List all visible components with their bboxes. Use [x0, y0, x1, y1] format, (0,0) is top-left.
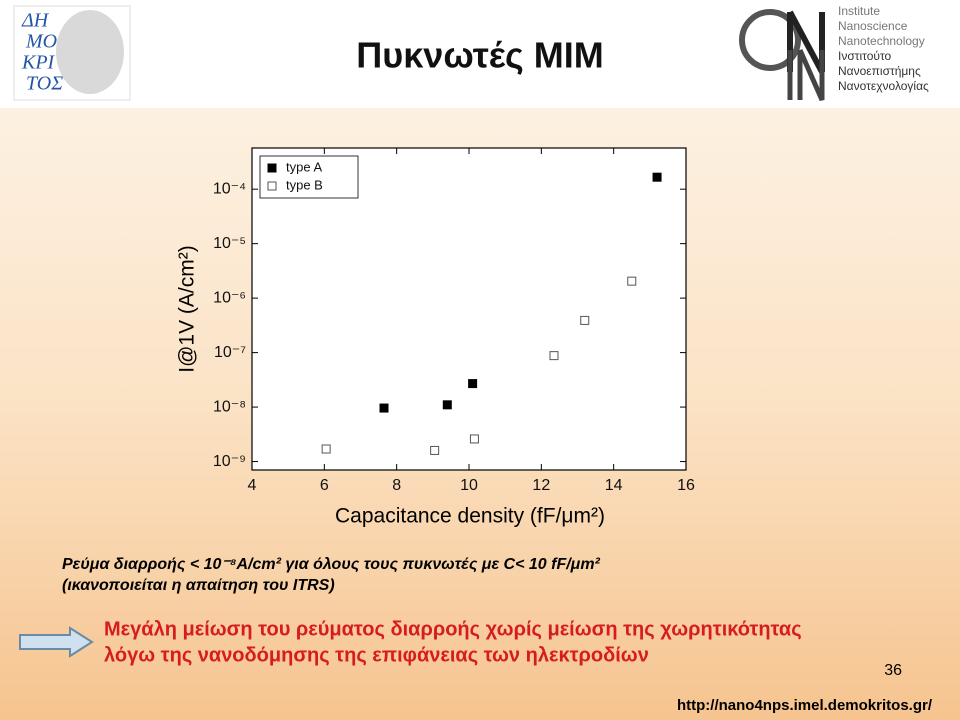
- x-tick-label: 16: [677, 477, 695, 494]
- logo-text: ΤΟΣ: [26, 73, 63, 95]
- plot-area: [251, 147, 687, 471]
- logo-text: Nanotechnology: [838, 34, 925, 48]
- y-tick-label: 10⁻⁷: [214, 344, 246, 361]
- marker: [442, 400, 452, 410]
- x-axis-label: Capacitance density (fF/μm²): [335, 505, 605, 528]
- logo-in: [787, 48, 825, 102]
- note-line: Ρεύμα διαρροής < 10⁻⁸A/cm² για όλους του…: [62, 556, 601, 573]
- x-tick-label: 8: [392, 477, 401, 494]
- x-tick-label: 10: [460, 477, 478, 494]
- marker: [627, 276, 637, 286]
- legend-box: [259, 155, 359, 199]
- y-tick-label: 10⁻⁵: [213, 235, 246, 252]
- y-tick-label: 10⁻⁶: [213, 289, 246, 306]
- marker: [379, 403, 389, 413]
- slide-title: Πυκνωτές ΜΙΜ: [356, 35, 603, 76]
- highlight-line: λόγω της νανοδόμησης της επιφάνειας των …: [104, 644, 649, 666]
- y-tick-label: 10⁻⁸: [213, 398, 246, 415]
- url: http://nano4nps.imel.demokritos.gr/: [677, 697, 933, 714]
- logo-text: Νανοεπιστήμης: [838, 64, 921, 78]
- highlight-line: Μεγάλη μείωση του ρεύματος διαρροής χωρί…: [104, 618, 802, 640]
- x-tick-label: 4: [248, 477, 257, 494]
- logo-text: ΜΟ: [25, 31, 57, 53]
- arrow: [19, 626, 94, 658]
- x-tick-label: 12: [532, 477, 550, 494]
- note-line: (ικανοποιείται η απαίτηση του ITRS): [62, 577, 335, 594]
- y-axis-label: I@1V (A/cm²): [176, 245, 199, 373]
- y-tick-label: 10⁻⁹: [213, 453, 246, 470]
- marker: [469, 434, 479, 444]
- legend-label: type B: [286, 177, 323, 192]
- page-number: 36: [884, 662, 902, 679]
- legend-marker: [267, 163, 277, 173]
- logo-text: ΔΗ: [21, 10, 50, 32]
- legend-label: type A: [286, 159, 322, 174]
- marker: [549, 351, 559, 361]
- logo-ring: [739, 9, 801, 71]
- x-tick-label: 6: [320, 477, 329, 494]
- logo-portrait: [56, 10, 124, 94]
- x-tick-label: 14: [605, 477, 623, 494]
- logo-text: Institute: [838, 4, 880, 18]
- logo-text: Νανοτεχνολογίας: [838, 79, 929, 93]
- logo-text: ΚΡΙ: [21, 52, 56, 74]
- marker: [652, 172, 662, 182]
- marker: [580, 315, 590, 325]
- marker: [321, 444, 331, 454]
- y-tick-label: 10⁻⁴: [213, 180, 246, 197]
- legend-marker: [267, 181, 277, 191]
- marker: [468, 379, 478, 389]
- marker: [430, 445, 440, 455]
- logo-text: Ινστιτούτο: [838, 49, 892, 63]
- logo-text: Nanoscience: [838, 19, 908, 33]
